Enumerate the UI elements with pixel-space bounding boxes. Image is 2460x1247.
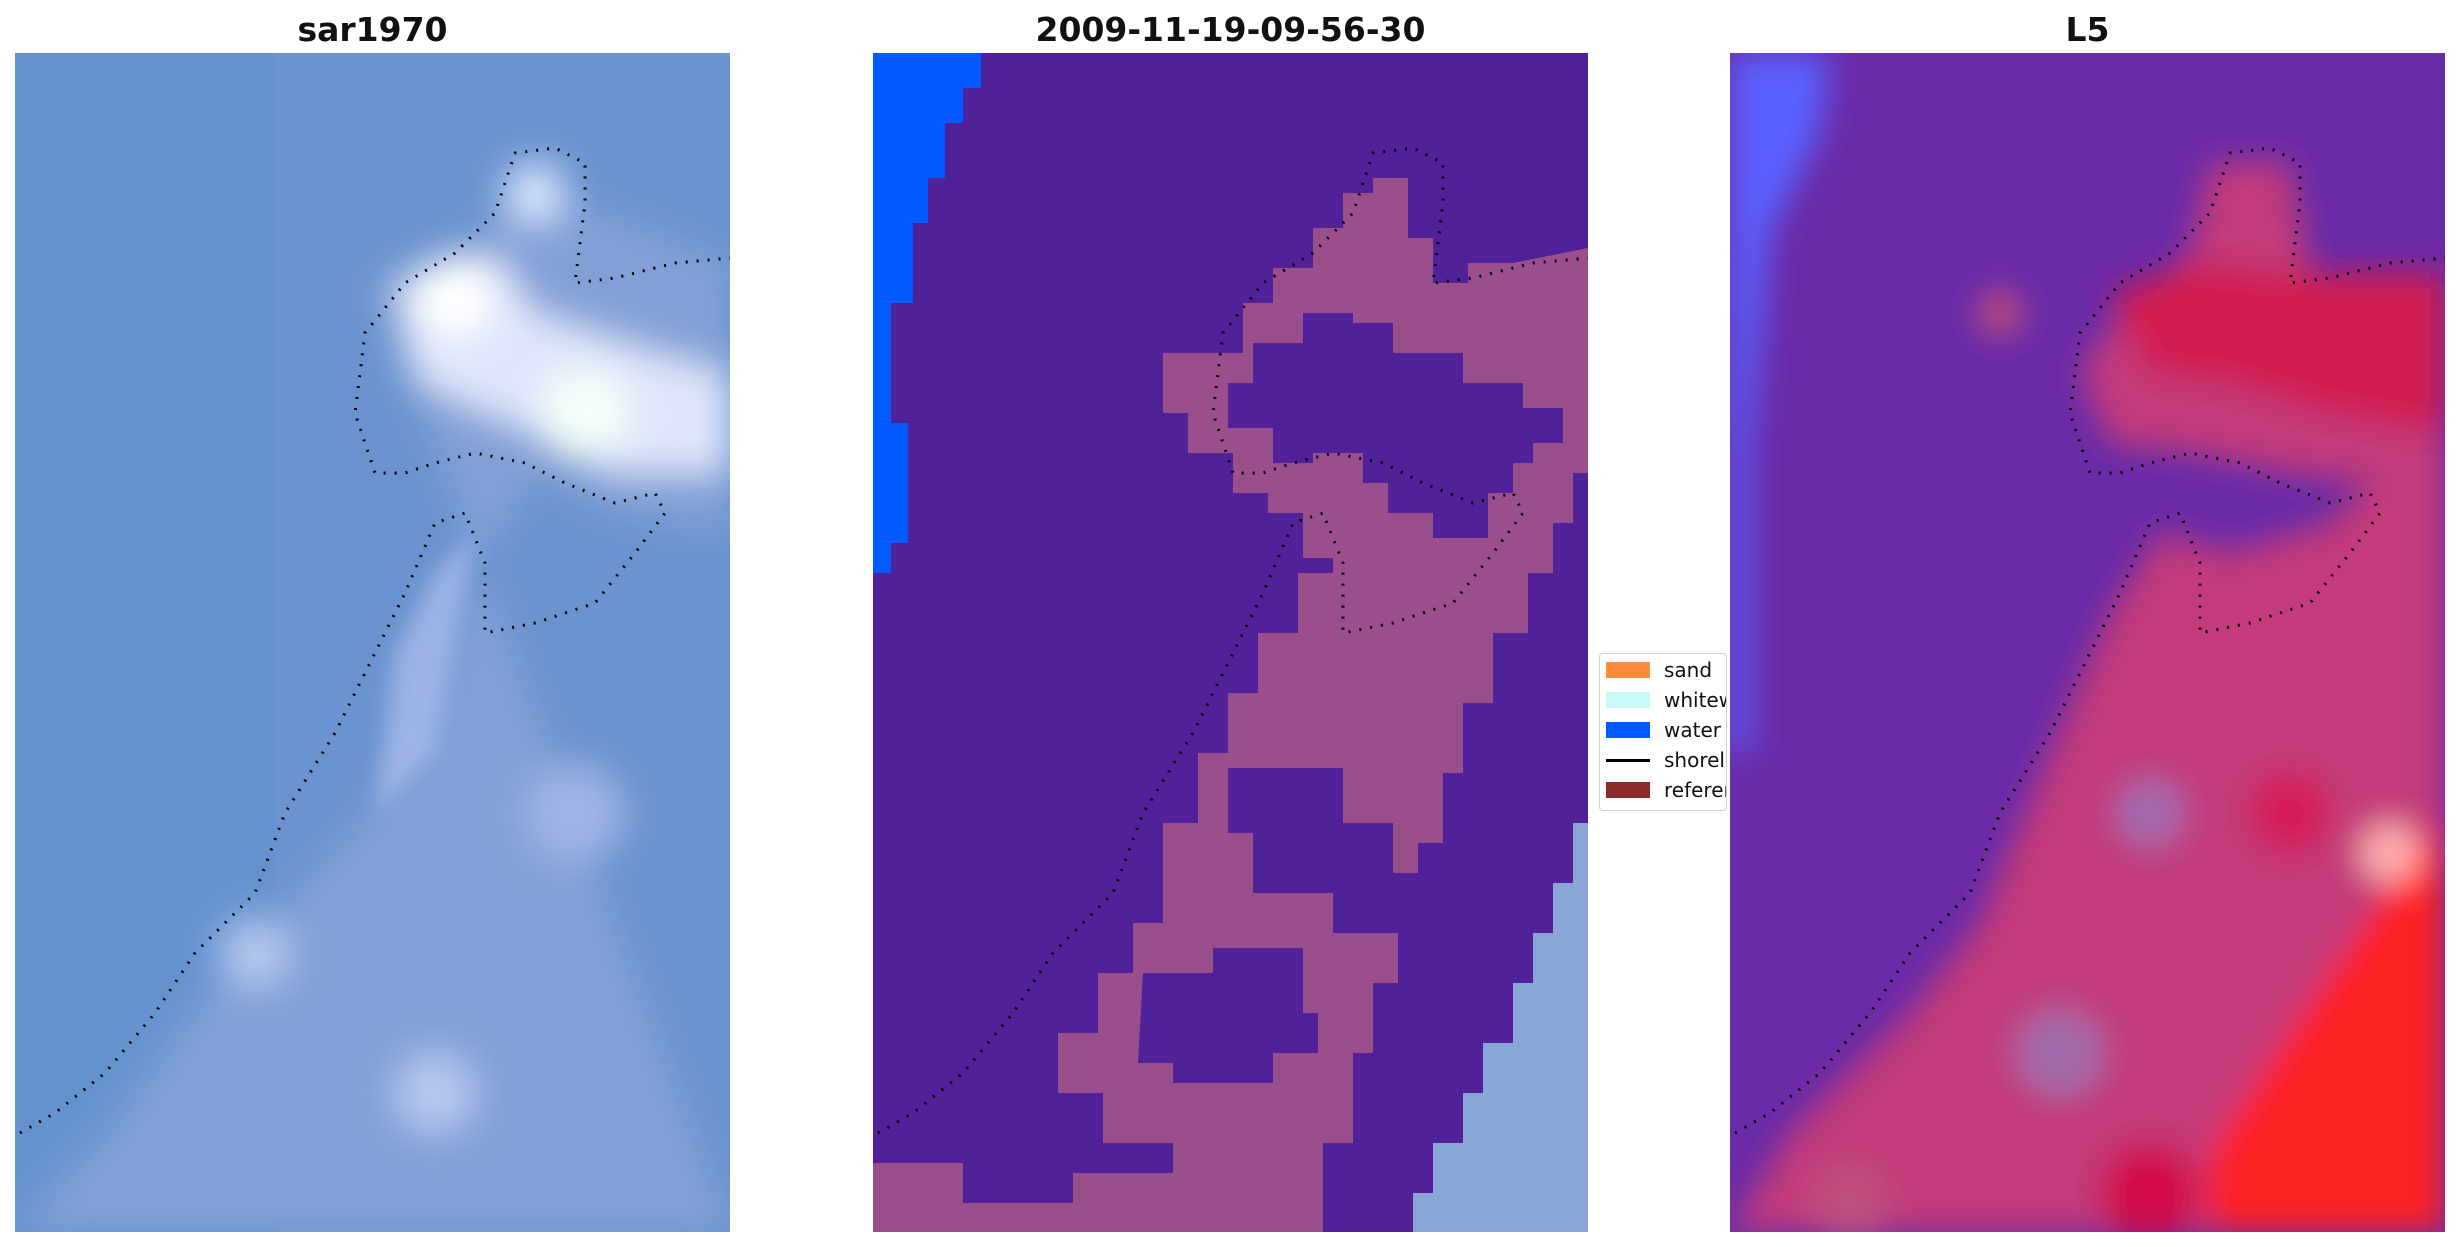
panel-index: L5 <box>1730 0 2445 1247</box>
legend-label: water <box>1664 718 1721 742</box>
legend-swatch <box>1606 692 1650 708</box>
index-image <box>1730 53 2445 1232</box>
shoreline-index <box>1734 146 2445 1135</box>
legend-line <box>1606 758 1650 762</box>
classified-image <box>873 53 1588 1232</box>
image-edge-region <box>1413 823 1588 1232</box>
panel-title: 2009-11-19-09-56-30 <box>1035 10 1426 49</box>
legend-swatch <box>1606 722 1650 738</box>
legend-label: reference <box>1664 778 1726 802</box>
shoreline-rgb <box>19 146 730 1135</box>
legend-label: sand <box>1664 658 1713 682</box>
legend-item-reference: reference <box>1606 777 1726 803</box>
legend-item-shoreline: shoreline <box>1606 747 1726 773</box>
panel-title: sar1970 <box>297 10 448 49</box>
panel-rgb: sar1970 <box>15 0 730 1247</box>
rgb-image <box>15 53 730 1232</box>
legend-item-water: water <box>1606 717 1721 743</box>
legend-swatch <box>1606 662 1650 678</box>
legend-item-sand: sand <box>1606 657 1712 683</box>
shoreline-classified <box>877 146 1588 1135</box>
panel-title: L5 <box>2065 10 2110 49</box>
panel-classified: 2009-11-19-09-56-30 <box>873 0 1588 1247</box>
legend-label: shoreline <box>1664 748 1726 772</box>
legend-swatch <box>1606 782 1650 798</box>
water-region <box>873 53 981 573</box>
